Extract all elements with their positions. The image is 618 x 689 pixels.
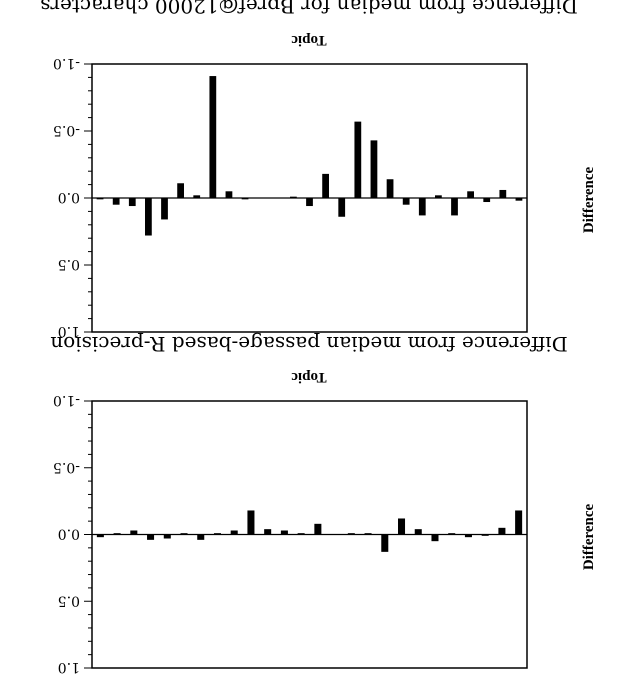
bpref-bar <box>515 198 523 201</box>
rprecision-bar <box>213 533 221 535</box>
bpref-bar <box>96 198 104 200</box>
bpref-bar <box>128 198 136 207</box>
rprecision-bar <box>96 534 104 538</box>
bpref-bar <box>145 198 152 236</box>
bpref-bar <box>370 140 378 198</box>
rprecision-bar <box>398 518 406 535</box>
rprecision-y-tick-label: 0.5 <box>58 592 80 608</box>
rprecision-x-axis-label: Topic <box>291 369 327 385</box>
bpref-bar <box>435 195 442 198</box>
bpref-y-tick-label: 0.0 <box>58 189 80 205</box>
bpref-y-tick-label: -1.0 <box>53 55 80 71</box>
bpref-bar <box>112 198 120 205</box>
bpref-bar <box>467 191 474 198</box>
rprecision-bar <box>280 530 288 535</box>
bpref-bar <box>306 198 313 207</box>
rprecision-bar <box>347 533 355 535</box>
rprecision-y-tick-label: 0.0 <box>58 526 80 542</box>
rprecision-y-tick-label: -0.5 <box>53 459 80 475</box>
rprecision-bar <box>163 534 171 539</box>
bpref-y-tick-label: -0.5 <box>53 122 80 138</box>
rprecision-bar <box>515 510 523 535</box>
rprecision-bar <box>130 530 138 535</box>
rprecision-y-axis-label: Difference <box>581 503 597 570</box>
bpref-bar <box>322 173 329 198</box>
rprecision-y-tick-label: 1.0 <box>58 659 80 675</box>
rprecision-bar <box>364 533 372 535</box>
rprecision-chart-title: Difference from median passage-based R-p… <box>50 332 568 356</box>
bpref-chart: Difference from median for Bpref@12000 c… <box>40 0 597 339</box>
rprecision-bar <box>264 529 272 535</box>
rprecision-bar <box>197 534 205 540</box>
rprecision-bar <box>464 534 472 538</box>
bpref-bar <box>241 198 249 200</box>
bpref-y-axis-label: Difference <box>581 166 597 233</box>
bpref-y-tick-label: 1.0 <box>58 323 80 339</box>
rprecision-y-tick-label: -1.0 <box>53 392 80 408</box>
rprecision-bar <box>297 533 305 535</box>
bpref-bar <box>225 191 233 198</box>
bpref-bar <box>499 189 507 198</box>
bpref-bar <box>209 76 217 198</box>
rprecision-bar <box>498 527 506 535</box>
rprecision-bar <box>113 533 121 535</box>
bpref-bar <box>354 121 362 198</box>
rprecision-bar <box>247 510 255 535</box>
rprecision-bar <box>314 523 322 535</box>
bpref-bar <box>451 198 458 216</box>
bpref-bar <box>161 198 168 220</box>
rprecision-bar <box>230 530 238 535</box>
rprecision-bar <box>180 533 188 535</box>
rprecision-bar <box>147 534 155 540</box>
bpref-bar <box>290 196 297 198</box>
bpref-bar <box>193 195 201 198</box>
bpref-bar <box>483 198 491 203</box>
rprecision-bar <box>448 533 456 535</box>
bpref-x-axis-label: Topic <box>291 32 327 48</box>
rprecision-bar <box>431 534 439 542</box>
rprecision-bar <box>481 534 489 536</box>
rprecision-bar <box>414 529 422 535</box>
bpref-bar <box>386 179 394 198</box>
rprecision-chart: Difference from median passage-based R-p… <box>50 332 597 675</box>
bpref-bar <box>418 198 426 216</box>
bpref-chart-title: Difference from median for Bpref@12000 c… <box>40 0 578 18</box>
bpref-y-tick-label: 0.5 <box>58 256 80 272</box>
bpref-bar <box>402 198 410 205</box>
bpref-bar <box>338 198 346 217</box>
bpref-bar <box>177 183 184 198</box>
rprecision-bar <box>381 534 389 552</box>
